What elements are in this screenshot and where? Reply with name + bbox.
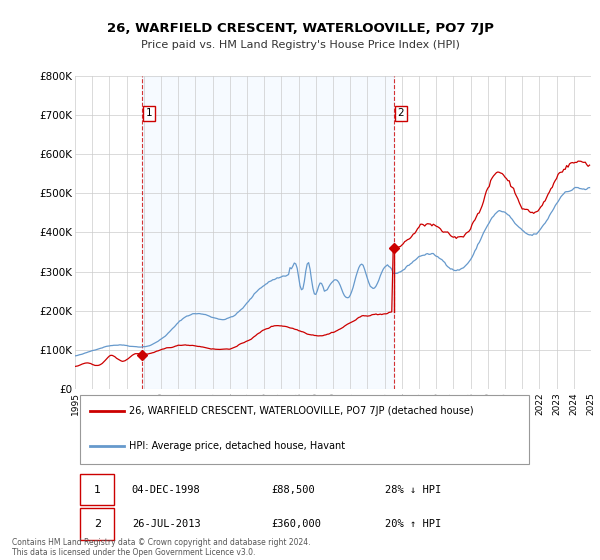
FancyBboxPatch shape (80, 395, 529, 464)
Text: £360,000: £360,000 (271, 519, 321, 529)
FancyBboxPatch shape (80, 508, 114, 540)
Text: 28% ↓ HPI: 28% ↓ HPI (385, 484, 441, 494)
Text: 1: 1 (94, 484, 101, 494)
Text: 04-DEC-1998: 04-DEC-1998 (132, 484, 200, 494)
Text: 26-JUL-2013: 26-JUL-2013 (132, 519, 200, 529)
Text: Price paid vs. HM Land Registry's House Price Index (HPI): Price paid vs. HM Land Registry's House … (140, 40, 460, 50)
Text: 26, WARFIELD CRESCENT, WATERLOOVILLE, PO7 7JP (detached house): 26, WARFIELD CRESCENT, WATERLOOVILLE, PO… (129, 406, 474, 416)
Text: 2: 2 (94, 519, 101, 529)
Text: 2: 2 (398, 108, 404, 118)
Text: 26, WARFIELD CRESCENT, WATERLOOVILLE, PO7 7JP: 26, WARFIELD CRESCENT, WATERLOOVILLE, PO… (107, 22, 493, 35)
FancyBboxPatch shape (80, 474, 114, 505)
Text: 20% ↑ HPI: 20% ↑ HPI (385, 519, 441, 529)
Text: £88,500: £88,500 (271, 484, 315, 494)
Text: Contains HM Land Registry data © Crown copyright and database right 2024.
This d: Contains HM Land Registry data © Crown c… (12, 538, 311, 557)
Text: 1: 1 (146, 108, 152, 118)
Bar (142, 76, 394, 389)
Text: HPI: Average price, detached house, Havant: HPI: Average price, detached house, Hava… (129, 441, 346, 451)
